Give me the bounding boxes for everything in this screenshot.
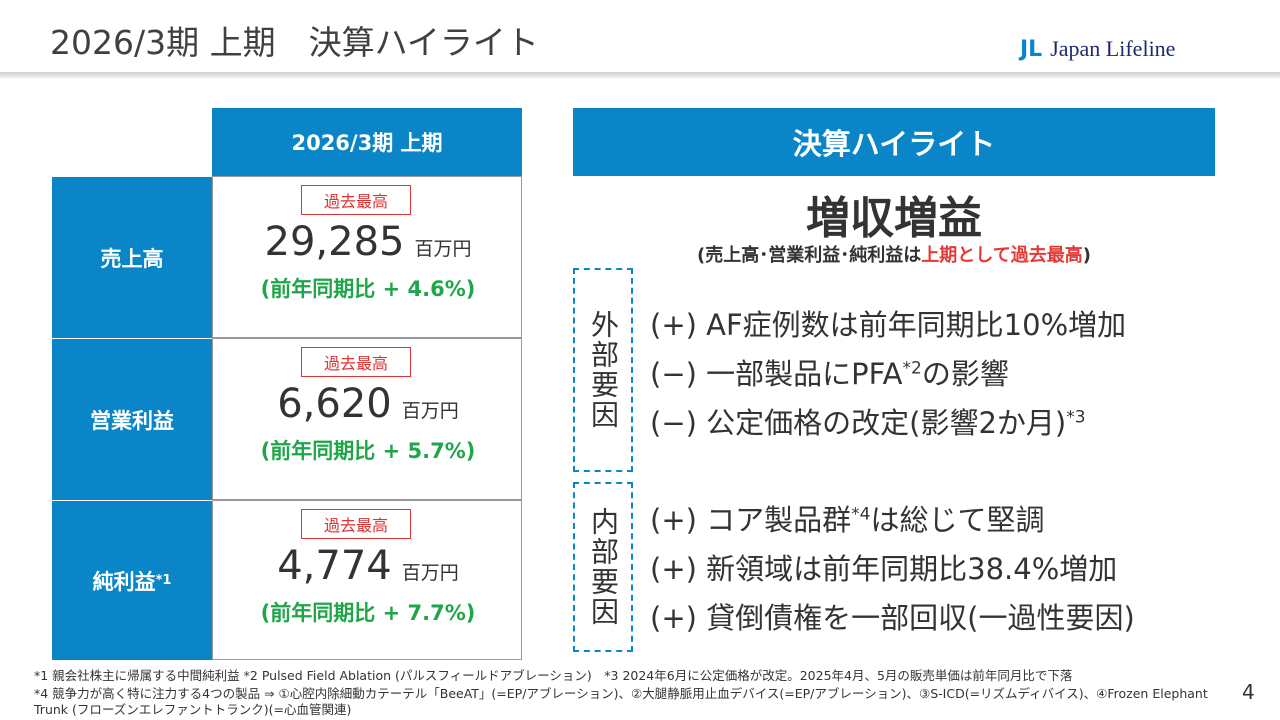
item-text: (+) 新領域は前年同期比38.4%増加 xyxy=(650,552,1118,586)
item-sup: *2 xyxy=(902,358,922,379)
value-cell: 過去最高 29,285 百万円 (前年同期比 + 4.6%) xyxy=(212,176,522,338)
value-cell: 過去最高 4,774 百万円 (前年同期比 + 7.7%) xyxy=(212,500,522,660)
factor-item: (+) 新領域は前年同期比38.4%増加 xyxy=(650,546,1117,588)
row-label: 純利益 *1 xyxy=(52,500,212,660)
note: ) xyxy=(1082,245,1091,266)
table-header: 2026/3期 上期 xyxy=(212,108,522,176)
value-unit: 百万円 xyxy=(401,400,459,422)
factor-item: (+) 貸倒債権を一部回収(一過性要因) xyxy=(650,595,1135,637)
item-text: (+) AF症例数は前年同期比10%増加 xyxy=(650,308,1127,342)
badge: 過去最高 xyxy=(301,509,411,539)
header-rule xyxy=(0,72,1280,78)
page-number: 4 xyxy=(1242,680,1255,704)
row-label: 営業利益 xyxy=(52,338,212,500)
badge: 過去最高 xyxy=(301,185,411,215)
value: 29,285 百万円 xyxy=(213,219,523,265)
item-text: の影響 xyxy=(921,357,1009,391)
row-label-sup: *1 xyxy=(155,573,172,588)
item-text: (−) 公定価格の改定(影響2か月) xyxy=(650,406,1067,440)
factor-item: (−) 一部製品にPFA*2の影響 xyxy=(650,351,1009,393)
value-unit: 百万円 xyxy=(401,562,459,584)
value: 4,774 百万円 xyxy=(213,543,523,589)
badge: 過去最高 xyxy=(301,347,411,377)
footnote: *4 競争力が高く特に注力する4つの製品 ⇒ ①心腔内除細動カテーテル「BeeA… xyxy=(34,686,1208,717)
item-sup: *4 xyxy=(851,504,871,525)
factor-item: (+) AF症例数は前年同期比10%増加 xyxy=(650,302,1126,344)
value-number: 29,285 xyxy=(264,219,405,265)
title: 2026/3期 上期 決算ハイライト xyxy=(50,23,539,62)
value: 6,620 百万円 xyxy=(213,381,523,427)
factor-label: 外部要因 xyxy=(573,268,633,472)
item-sup: *3 xyxy=(1066,407,1086,428)
note: (売上高･営業利益･純利益は xyxy=(697,245,922,266)
value-unit: 百万円 xyxy=(414,238,472,260)
factor-item: (−) 公定価格の改定(影響2か月)*3 xyxy=(650,400,1086,442)
yoy-change: (前年同期比 + 5.7%) xyxy=(260,439,476,463)
yoy-change: (前年同期比 + 4.6%) xyxy=(260,277,476,301)
item-text: (−) 一部製品にPFA xyxy=(650,357,903,391)
note-emphasis: 上期として過去最高 xyxy=(921,245,1083,266)
highlights-header: 決算ハイライト xyxy=(573,108,1215,176)
value-number: 4,774 xyxy=(277,543,392,589)
logo: JL Japan Lifeline xyxy=(1020,36,1175,62)
headline: 増収増益 xyxy=(806,193,982,244)
footnote: *1 親会社株主に帰属する中間純利益 *2 Pulsed Field Ablat… xyxy=(34,668,1073,683)
row-label: 売上高 xyxy=(52,176,212,338)
row-label-text: 純利益 xyxy=(92,569,156,594)
yoy-change: (前年同期比 + 7.7%) xyxy=(260,601,476,625)
value-number: 6,620 xyxy=(277,381,392,427)
factor-label: 内部要因 xyxy=(573,482,633,652)
item-text: (+) 貸倒債権を一部回収(一過性要因) xyxy=(650,601,1135,635)
item-text: は総じて堅調 xyxy=(870,503,1045,537)
factor-item: (+) コア製品群*4は総じて堅調 xyxy=(650,497,1045,539)
row-label-text: 営業利益 xyxy=(90,408,174,433)
row-label-text: 売上高 xyxy=(100,246,164,271)
value-cell: 過去最高 6,620 百万円 (前年同期比 + 5.7%) xyxy=(212,338,522,500)
logo-mark: JL xyxy=(1020,37,1043,62)
logo-text: Japan Lifeline xyxy=(1050,36,1176,61)
item-text: (+) コア製品群 xyxy=(650,503,852,537)
headline-note: (売上高･営業利益･純利益は上期として過去最高) xyxy=(573,241,1215,267)
